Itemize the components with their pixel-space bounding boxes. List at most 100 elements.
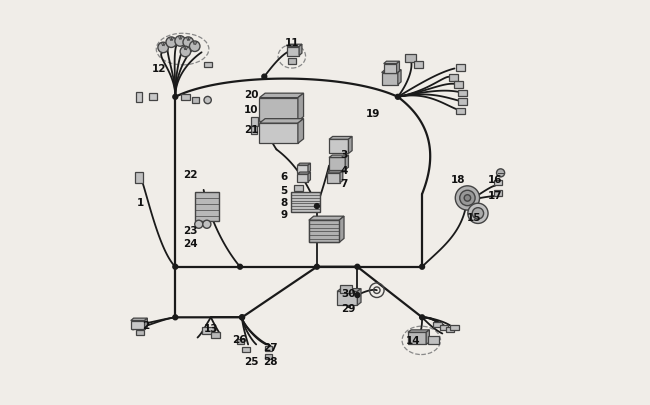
Circle shape bbox=[204, 97, 211, 104]
Polygon shape bbox=[131, 321, 144, 330]
Polygon shape bbox=[308, 164, 311, 173]
Bar bbox=[494, 191, 502, 196]
Circle shape bbox=[173, 95, 177, 100]
Circle shape bbox=[315, 264, 319, 269]
Bar bbox=[405, 54, 417, 63]
Circle shape bbox=[175, 36, 185, 47]
Polygon shape bbox=[298, 164, 311, 166]
Circle shape bbox=[468, 204, 488, 224]
Polygon shape bbox=[329, 158, 345, 170]
Bar bbox=[251, 127, 257, 134]
Text: 24: 24 bbox=[183, 239, 198, 249]
Bar bbox=[211, 332, 220, 338]
Circle shape bbox=[158, 43, 168, 53]
Circle shape bbox=[315, 204, 319, 209]
Polygon shape bbox=[337, 292, 358, 305]
Polygon shape bbox=[329, 156, 348, 158]
Text: 13: 13 bbox=[203, 324, 218, 333]
Text: 11: 11 bbox=[285, 38, 299, 48]
Polygon shape bbox=[345, 156, 348, 170]
Polygon shape bbox=[287, 45, 302, 47]
Polygon shape bbox=[327, 173, 340, 183]
Bar bbox=[440, 325, 448, 330]
Circle shape bbox=[240, 315, 244, 320]
Text: 26: 26 bbox=[232, 334, 246, 344]
Circle shape bbox=[240, 315, 244, 320]
Bar bbox=[428, 336, 439, 344]
Polygon shape bbox=[382, 73, 398, 85]
Polygon shape bbox=[426, 330, 430, 345]
Bar bbox=[449, 75, 458, 81]
Text: 10: 10 bbox=[244, 104, 259, 115]
Polygon shape bbox=[408, 333, 426, 345]
Bar bbox=[242, 347, 250, 352]
Polygon shape bbox=[298, 94, 304, 122]
Polygon shape bbox=[298, 175, 308, 182]
Bar bbox=[291, 192, 320, 213]
Bar bbox=[265, 354, 272, 359]
Circle shape bbox=[473, 208, 484, 220]
Polygon shape bbox=[259, 119, 304, 124]
Polygon shape bbox=[382, 70, 401, 73]
Bar bbox=[202, 327, 214, 335]
Bar bbox=[456, 109, 465, 115]
Text: 21: 21 bbox=[244, 125, 259, 135]
Polygon shape bbox=[299, 45, 302, 56]
Circle shape bbox=[203, 221, 211, 229]
Bar bbox=[447, 327, 454, 332]
Circle shape bbox=[420, 264, 424, 269]
Text: 17: 17 bbox=[488, 190, 502, 200]
Text: 5: 5 bbox=[280, 185, 287, 195]
Text: 19: 19 bbox=[365, 109, 380, 119]
Polygon shape bbox=[308, 173, 311, 182]
Bar bbox=[195, 193, 219, 222]
Text: 29: 29 bbox=[341, 303, 356, 313]
Text: 15: 15 bbox=[467, 213, 481, 223]
Bar bbox=[150, 94, 157, 101]
Polygon shape bbox=[348, 137, 352, 154]
Polygon shape bbox=[384, 62, 400, 64]
Bar bbox=[494, 180, 502, 186]
Bar bbox=[454, 82, 463, 89]
Polygon shape bbox=[384, 64, 396, 74]
Circle shape bbox=[464, 195, 471, 202]
Bar bbox=[265, 346, 272, 351]
Polygon shape bbox=[259, 98, 298, 122]
Polygon shape bbox=[329, 137, 352, 140]
Text: 25: 25 bbox=[244, 356, 259, 366]
Circle shape bbox=[173, 315, 177, 320]
Circle shape bbox=[497, 169, 504, 177]
Polygon shape bbox=[327, 171, 343, 173]
Bar bbox=[456, 65, 465, 72]
Bar bbox=[458, 99, 467, 106]
Polygon shape bbox=[339, 217, 344, 243]
Polygon shape bbox=[259, 124, 298, 144]
Text: 20: 20 bbox=[244, 90, 259, 99]
Polygon shape bbox=[340, 171, 343, 183]
Circle shape bbox=[395, 95, 400, 100]
Circle shape bbox=[355, 264, 360, 269]
Bar bbox=[294, 185, 303, 192]
Polygon shape bbox=[131, 318, 148, 321]
Polygon shape bbox=[337, 289, 361, 292]
Text: 3: 3 bbox=[341, 150, 348, 160]
Circle shape bbox=[420, 315, 424, 320]
Bar bbox=[250, 117, 258, 126]
Bar bbox=[203, 62, 212, 68]
Circle shape bbox=[355, 293, 360, 298]
Text: 4: 4 bbox=[341, 166, 348, 176]
Polygon shape bbox=[396, 62, 400, 74]
Circle shape bbox=[455, 186, 480, 211]
Circle shape bbox=[262, 75, 266, 80]
Circle shape bbox=[183, 38, 194, 48]
Text: 6: 6 bbox=[280, 171, 287, 181]
Bar bbox=[136, 330, 144, 335]
Text: 12: 12 bbox=[152, 64, 166, 73]
Text: 18: 18 bbox=[450, 174, 465, 184]
Text: 14: 14 bbox=[406, 336, 421, 345]
Polygon shape bbox=[309, 221, 339, 243]
Polygon shape bbox=[408, 330, 430, 333]
Text: 23: 23 bbox=[183, 225, 198, 235]
Polygon shape bbox=[309, 217, 344, 221]
Bar bbox=[135, 173, 142, 183]
